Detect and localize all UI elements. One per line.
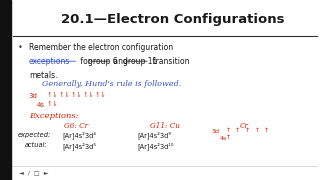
Text: actual:: actual: <box>25 142 47 148</box>
Text: metals.: metals. <box>29 71 57 80</box>
Text: Cr: Cr <box>240 122 249 129</box>
Text: Generally, Hund's rule is followed.: Generally, Hund's rule is followed. <box>42 80 181 88</box>
Text: •: • <box>18 43 22 52</box>
Text: for: for <box>78 57 94 66</box>
Text: 3d: 3d <box>29 93 38 99</box>
Text: [Ar]4s²3d⁹: [Ar]4s²3d⁹ <box>138 131 172 139</box>
Text: ◄  /  □  ►: ◄ / □ ► <box>19 170 49 175</box>
Text: 20.1—Electron Configurations: 20.1—Electron Configurations <box>61 13 284 26</box>
Text: and: and <box>111 57 131 66</box>
Text: ↿⇂: ↿⇂ <box>95 92 107 98</box>
Text: transition: transition <box>150 57 189 66</box>
Text: [Ar]4s²3d⁵: [Ar]4s²3d⁵ <box>62 142 96 150</box>
Text: 4s: 4s <box>37 102 45 108</box>
Text: [Ar]4s²3d⁴: [Ar]4s²3d⁴ <box>62 131 96 139</box>
Text: ↑: ↑ <box>264 128 269 133</box>
Text: 3d: 3d <box>211 129 219 134</box>
Text: group 11: group 11 <box>123 57 157 66</box>
Text: [Ar]4s²3d¹⁰: [Ar]4s²3d¹⁰ <box>138 142 174 150</box>
Text: ↑: ↑ <box>254 128 260 133</box>
Text: ↿⇂: ↿⇂ <box>46 92 58 98</box>
Text: ↑: ↑ <box>226 135 231 140</box>
Text: G6: Cr: G6: Cr <box>64 122 88 129</box>
Text: Remember the electron configuration: Remember the electron configuration <box>29 43 173 52</box>
Text: ↿⇂: ↿⇂ <box>59 92 70 98</box>
Text: group 6: group 6 <box>88 57 118 66</box>
Text: ↿⇂: ↿⇂ <box>71 92 83 98</box>
Text: G11: Cu: G11: Cu <box>150 122 180 129</box>
Text: exceptions: exceptions <box>29 57 70 66</box>
Text: 4s: 4s <box>219 136 227 141</box>
Bar <box>0 0 11 180</box>
Text: Exceptions:: Exceptions: <box>29 112 78 120</box>
Text: ↑: ↑ <box>245 128 250 133</box>
Text: ↑: ↑ <box>235 128 240 133</box>
Text: ↑: ↑ <box>226 128 231 133</box>
Text: ↿⇂: ↿⇂ <box>46 101 58 107</box>
Text: ↿⇂: ↿⇂ <box>83 92 95 98</box>
Text: expected:: expected: <box>18 131 51 138</box>
